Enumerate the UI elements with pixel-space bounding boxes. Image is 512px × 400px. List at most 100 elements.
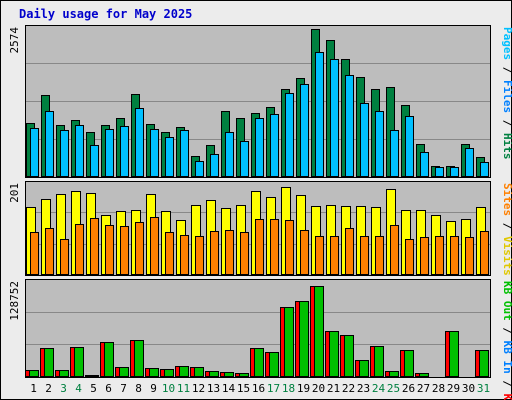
day-label-22: 22 xyxy=(342,382,355,395)
bar-kb-out-day-8 xyxy=(134,340,144,377)
bar-pages-day-9 xyxy=(150,129,159,177)
day-label-10: 10 xyxy=(162,382,175,395)
bar-sites-day-19 xyxy=(300,230,309,275)
bar-sites-day-8 xyxy=(135,222,144,275)
legend-hits: Hits xyxy=(501,133,512,160)
day-label-16: 16 xyxy=(252,382,265,395)
bar-pages-day-13 xyxy=(210,154,219,177)
day-label-24: 24 xyxy=(372,382,386,395)
panel-visits-sites-max-label: 201 xyxy=(8,183,21,203)
bar-sites-day-4 xyxy=(75,224,84,275)
day-label-9: 9 xyxy=(150,382,157,395)
bar-kb-out-day-1 xyxy=(29,370,39,377)
panel-hits-files-pages-legend: Pages / Files / Hits xyxy=(501,27,512,160)
bar-pages-day-17 xyxy=(270,114,279,177)
bar-pages-day-18 xyxy=(285,93,294,177)
bar-pages-day-24 xyxy=(375,111,384,177)
bar-pages-day-4 xyxy=(75,125,84,177)
bar-pages-day-20 xyxy=(315,52,324,177)
bar-pages-day-31 xyxy=(480,162,489,177)
bar-sites-day-16 xyxy=(255,219,264,275)
bar-sites-day-9 xyxy=(150,217,159,275)
bar-kb-out-day-24 xyxy=(374,346,384,377)
legend-separator: / xyxy=(501,321,512,341)
bar-pages-day-19 xyxy=(300,84,309,177)
legend-sites: Sites xyxy=(501,183,512,216)
day-label-19: 19 xyxy=(297,382,310,395)
bar-pages-day-7 xyxy=(120,126,129,177)
day-label-18: 18 xyxy=(282,382,295,395)
day-label-28: 28 xyxy=(432,382,445,395)
bar-kb-out-day-10 xyxy=(164,369,174,377)
bar-pages-day-15 xyxy=(240,141,249,177)
day-label-30: 30 xyxy=(462,382,475,395)
day-label-4: 4 xyxy=(75,382,82,395)
bar-pages-day-26 xyxy=(405,116,414,177)
bar-kb-out-day-31 xyxy=(479,350,489,377)
day-label-17: 17 xyxy=(267,382,280,395)
bar-kb-out-day-22 xyxy=(344,335,354,377)
bar-kb-out-day-17 xyxy=(269,352,279,377)
bar-sites-day-25 xyxy=(390,225,399,275)
legend-visits: Visits xyxy=(501,236,512,276)
bar-pages-day-25 xyxy=(390,130,399,177)
bar-pages-day-1 xyxy=(30,128,39,177)
bar-kb-out-day-19 xyxy=(299,301,309,377)
day-label-20: 20 xyxy=(312,382,325,395)
bar-kb-out-day-9 xyxy=(149,368,159,377)
day-label-13: 13 xyxy=(207,382,220,395)
bar-pages-day-22 xyxy=(345,75,354,177)
bar-pages-day-30 xyxy=(465,148,474,177)
bar-pages-day-8 xyxy=(135,108,144,177)
bar-kb-out-day-25 xyxy=(389,371,399,377)
day-label-11: 11 xyxy=(177,382,190,395)
bar-kb-out-day-13 xyxy=(209,371,219,377)
bar-kb-out-day-12 xyxy=(194,367,204,377)
legend-separator: / xyxy=(501,374,512,394)
bar-sites-day-10 xyxy=(165,232,174,275)
day-label-6: 6 xyxy=(105,382,112,395)
bar-sites-day-26 xyxy=(405,239,414,275)
day-label-8: 8 xyxy=(135,382,142,395)
day-label-31: 31 xyxy=(477,382,490,395)
bar-pages-day-14 xyxy=(225,132,234,177)
bar-sites-day-29 xyxy=(450,236,459,275)
day-label-26: 26 xyxy=(402,382,415,395)
bar-kb-out-day-27 xyxy=(419,373,429,377)
day-label-5: 5 xyxy=(90,382,97,395)
bar-kb-out-day-6 xyxy=(104,342,114,377)
panel-hits-files-pages-max-label: 2574 xyxy=(8,27,21,54)
day-label-2: 2 xyxy=(45,382,52,395)
bar-sites-day-7 xyxy=(120,226,129,275)
day-label-14: 14 xyxy=(222,382,236,395)
bar-kb-out-day-15 xyxy=(239,373,249,377)
bar-pages-day-3 xyxy=(60,130,69,177)
bar-sites-day-27 xyxy=(420,237,429,275)
day-label-1: 1 xyxy=(30,382,37,395)
bar-sites-day-3 xyxy=(60,239,69,275)
panel-kb-f-in-out-legend: KB Out / KB In / KB F xyxy=(501,281,512,400)
bar-pages-day-29 xyxy=(450,167,459,177)
day-label-29: 29 xyxy=(447,382,460,395)
bar-kb-out-day-18 xyxy=(284,307,294,377)
day-label-21: 21 xyxy=(327,382,340,395)
bar-pages-day-5 xyxy=(90,145,99,177)
bar-sites-day-5 xyxy=(90,218,99,275)
bar-sites-day-14 xyxy=(225,230,234,275)
legend-separator: / xyxy=(501,113,512,133)
bar-pages-day-11 xyxy=(180,130,189,177)
bar-kb-out-day-7 xyxy=(119,367,129,377)
bar-kb-out-day-21 xyxy=(329,331,339,377)
bar-sites-day-23 xyxy=(360,236,369,275)
bar-pages-day-23 xyxy=(360,103,369,177)
panel-visits-sites-legend: Sites / Visits xyxy=(501,183,512,276)
bar-kb-out-day-3 xyxy=(59,370,69,377)
day-label-27: 27 xyxy=(417,382,430,395)
bar-sites-day-15 xyxy=(240,232,249,275)
legend-files: Files xyxy=(501,80,512,113)
bar-kb-out-day-2 xyxy=(44,348,54,377)
bar-pages-day-2 xyxy=(45,111,54,177)
day-label-3: 3 xyxy=(60,382,67,395)
bar-sites-day-22 xyxy=(345,228,354,275)
